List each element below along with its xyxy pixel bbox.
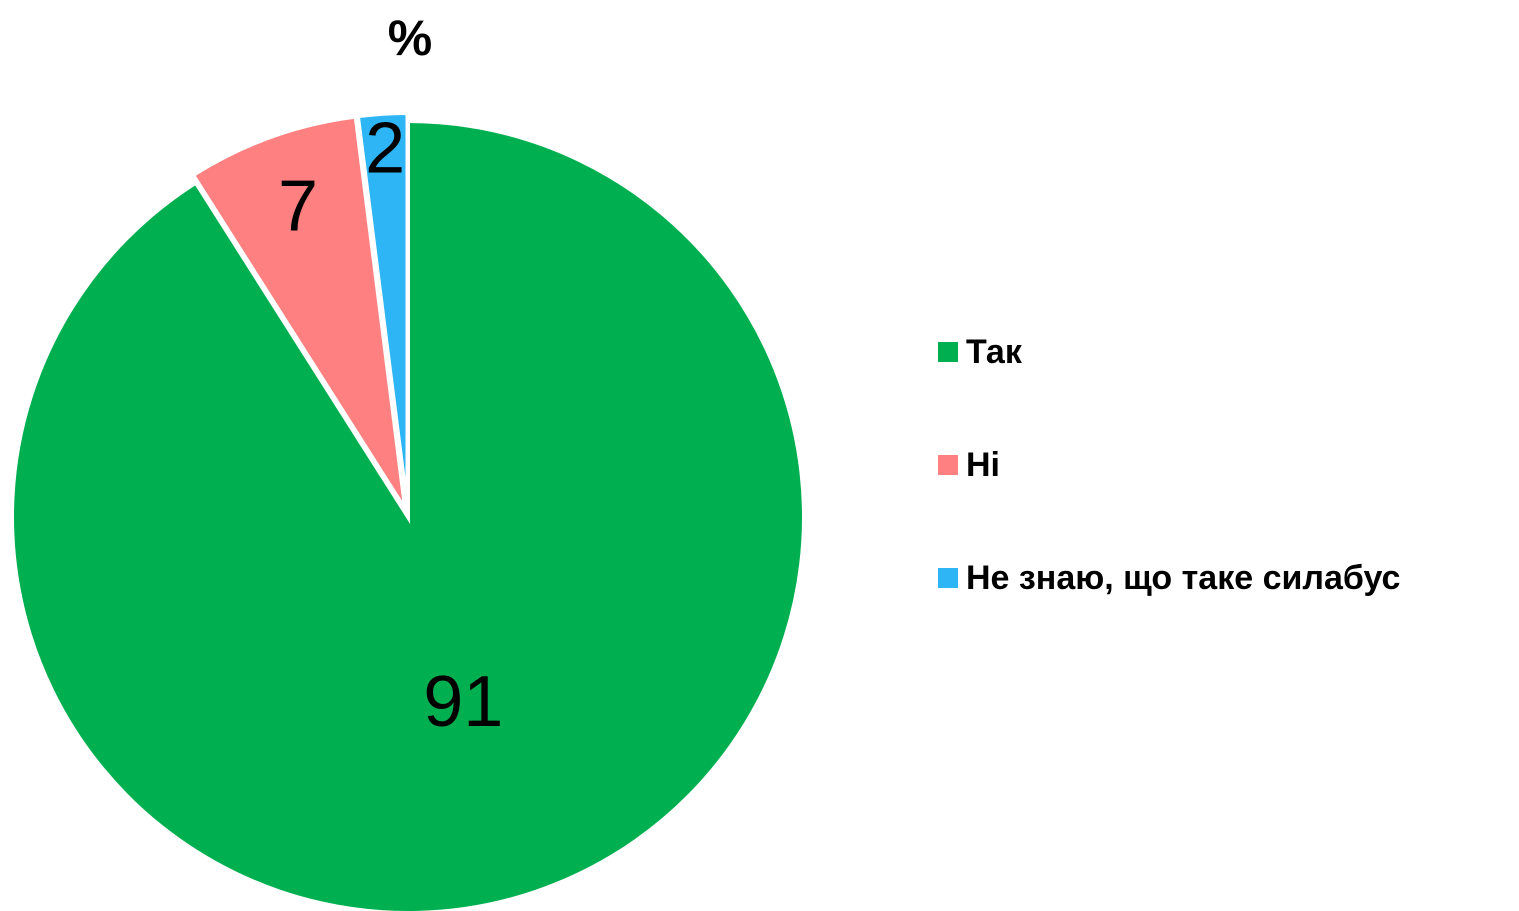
legend-label: Ні [966, 446, 1000, 484]
pie-slice [190, 114, 408, 511]
data-label: 7 [278, 166, 318, 246]
legend-swatch [938, 568, 958, 588]
legend-label: Так [966, 333, 1023, 371]
legend-swatch [938, 455, 958, 475]
data-label: 2 [365, 108, 405, 188]
legend-swatch [938, 342, 958, 362]
data-label: 91 [423, 662, 503, 742]
pie-slice [355, 111, 410, 510]
pie-slice [10, 118, 806, 911]
legend-label: Не знаю, що таке силабус [966, 559, 1400, 597]
chart-title: % [388, 10, 432, 66]
